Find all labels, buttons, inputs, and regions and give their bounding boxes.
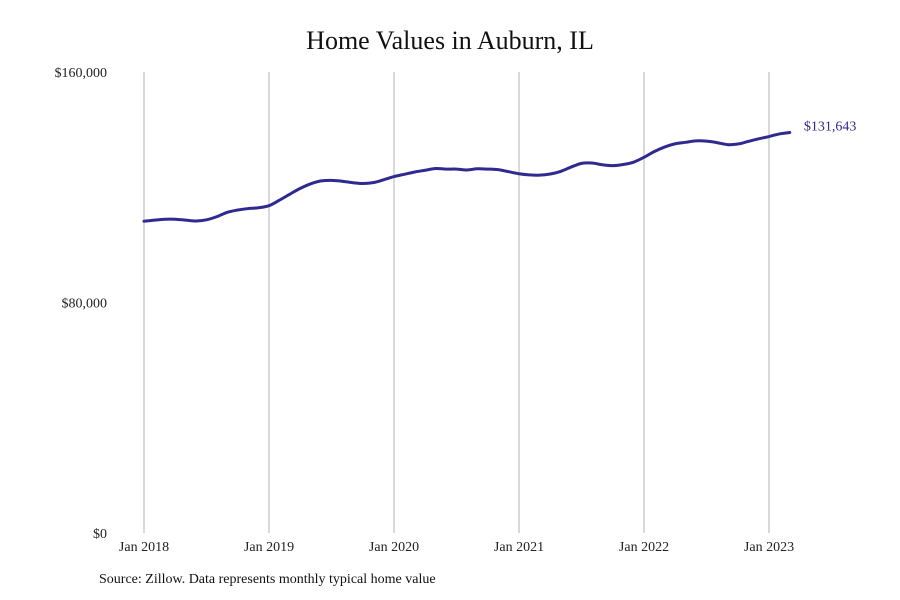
y-tick-label: $0	[93, 527, 107, 542]
source-note: Source: Zillow. Data represents monthly …	[99, 572, 436, 587]
x-tick-label: Jan 2021	[494, 540, 544, 555]
x-tick-label: Jan 2020	[369, 540, 419, 555]
end-value-label: $131,643	[804, 120, 857, 135]
x-axis-tick-labels: Jan 2018 Jan 2019 Jan 2020 Jan 2021 Jan 2022…	[119, 540, 794, 555]
x-tick-label: Jan 2018	[119, 540, 169, 555]
x-tick-label: Jan 2023	[744, 540, 794, 555]
series-lines	[142, 131, 792, 223]
end-value-labels: $131,643	[804, 120, 857, 135]
y-tick-label: $80,000	[62, 297, 108, 312]
series-line-0	[142, 131, 792, 223]
chart-title: Home Values in Auburn, IL	[306, 26, 594, 55]
y-tick-label: $160,000	[55, 66, 108, 81]
x-tick-label: Jan 2019	[244, 540, 294, 555]
vertical-gridlines	[143, 72, 770, 533]
y-axis-tick-labels: $0 $80,000 $160,000	[55, 66, 108, 542]
x-tick-label: Jan 2022	[619, 540, 669, 555]
